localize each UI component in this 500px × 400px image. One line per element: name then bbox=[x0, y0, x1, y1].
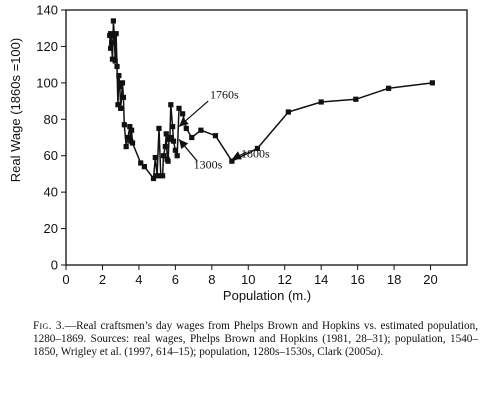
data-point bbox=[118, 105, 124, 111]
y-tick-label: 100 bbox=[36, 75, 58, 90]
figure-caption: Fig. 3.—Real craftsmen’s day wages from … bbox=[33, 320, 478, 360]
x-tick-label: 18 bbox=[387, 272, 401, 287]
y-tick-label: 20 bbox=[44, 221, 58, 236]
y-tick-label: 40 bbox=[44, 185, 58, 200]
x-tick-label: 0 bbox=[62, 272, 69, 287]
chart: 0 20 40 60 80 100 120 140 0 2 4 6 8 10 12 14 16 18 20 176… bbox=[8, 3, 468, 303]
data-point bbox=[170, 138, 177, 144]
data-point bbox=[165, 158, 171, 164]
data-point bbox=[150, 175, 157, 182]
data-point bbox=[121, 122, 127, 128]
x-tick-label: 16 bbox=[350, 272, 364, 287]
data-point bbox=[108, 40, 115, 46]
annotation-label: 1800s bbox=[241, 147, 270, 161]
y-tick-label: 0 bbox=[51, 258, 58, 273]
x-tick-label: 10 bbox=[241, 272, 255, 287]
caption-italic-suffix: a bbox=[371, 346, 377, 359]
x-tick-label: 2 bbox=[99, 272, 106, 287]
x-tick-label: 4 bbox=[135, 272, 142, 287]
data-point bbox=[154, 173, 160, 179]
x-tick-label: 20 bbox=[423, 272, 437, 287]
data-point bbox=[116, 72, 122, 79]
y-tick-label: 80 bbox=[44, 112, 58, 127]
data-point bbox=[115, 102, 121, 108]
y-axis-title: Real Wage (1860s =100) bbox=[8, 38, 23, 182]
x-tick-label: 12 bbox=[277, 272, 291, 287]
data-point bbox=[160, 153, 167, 159]
data-point bbox=[129, 140, 136, 146]
data-point bbox=[212, 133, 219, 139]
annotation-label: 1300s bbox=[194, 157, 223, 171]
data-point bbox=[167, 134, 173, 141]
data-point bbox=[127, 123, 133, 130]
data-point bbox=[170, 123, 176, 130]
y-tick-label: 120 bbox=[36, 39, 58, 54]
data-point bbox=[189, 134, 195, 141]
data-point bbox=[109, 56, 116, 62]
data-point bbox=[254, 145, 260, 152]
data-point bbox=[353, 96, 359, 102]
caption-text: —Real craftsmen’s day wages from Phelps … bbox=[33, 320, 479, 359]
data-point bbox=[108, 31, 114, 37]
data-point bbox=[129, 127, 135, 133]
y-tick-label: 60 bbox=[44, 148, 58, 163]
caption-end: ). bbox=[376, 346, 384, 359]
plot-border bbox=[65, 9, 468, 266]
data-point bbox=[108, 45, 114, 51]
data-point bbox=[172, 147, 178, 153]
data-point bbox=[285, 109, 291, 115]
x-tick-label: 6 bbox=[172, 272, 179, 287]
data-point bbox=[429, 80, 435, 86]
data-point bbox=[168, 102, 174, 108]
data-point bbox=[386, 85, 392, 91]
annotation-arrowhead bbox=[231, 151, 242, 160]
data-point bbox=[141, 164, 147, 170]
data-point bbox=[112, 58, 118, 64]
data-point bbox=[123, 144, 129, 150]
data-point bbox=[119, 80, 126, 86]
data-point bbox=[229, 158, 235, 164]
x-tick-label: 8 bbox=[208, 272, 215, 287]
x-axis: 0 2 4 6 8 10 12 14 16 18 20 bbox=[62, 265, 438, 287]
data-point bbox=[120, 94, 127, 101]
data-point bbox=[113, 31, 119, 37]
annotation-layer: 1760s 1300s 1800s bbox=[178, 87, 270, 171]
data-point bbox=[152, 154, 158, 161]
annotation-arrowhead bbox=[179, 117, 189, 127]
data-point bbox=[162, 144, 168, 150]
series-layer bbox=[107, 18, 435, 182]
data-point bbox=[183, 125, 189, 131]
data-point bbox=[110, 18, 116, 24]
data-point bbox=[318, 99, 324, 105]
data-point bbox=[180, 111, 186, 117]
annotation-arrowhead bbox=[179, 139, 189, 150]
y-tick-label: 140 bbox=[36, 3, 58, 18]
data-point bbox=[198, 127, 204, 133]
series-line bbox=[108, 20, 433, 180]
plot-frame bbox=[65, 9, 468, 266]
data-point bbox=[114, 63, 120, 70]
data-point bbox=[156, 125, 162, 131]
annotation-label: 1760s bbox=[210, 87, 239, 101]
data-point bbox=[117, 83, 123, 90]
data-point bbox=[176, 105, 182, 111]
x-tick-label: 14 bbox=[314, 272, 328, 287]
x-axis-title: Population (m.) bbox=[223, 288, 311, 303]
y-axis: 0 20 40 60 80 100 120 140 bbox=[36, 3, 66, 273]
data-point bbox=[160, 173, 166, 179]
data-point bbox=[163, 131, 169, 137]
data-point bbox=[174, 153, 180, 159]
caption-label: Fig. 3. bbox=[33, 320, 65, 332]
data-point bbox=[125, 134, 131, 141]
data-point bbox=[138, 160, 144, 166]
